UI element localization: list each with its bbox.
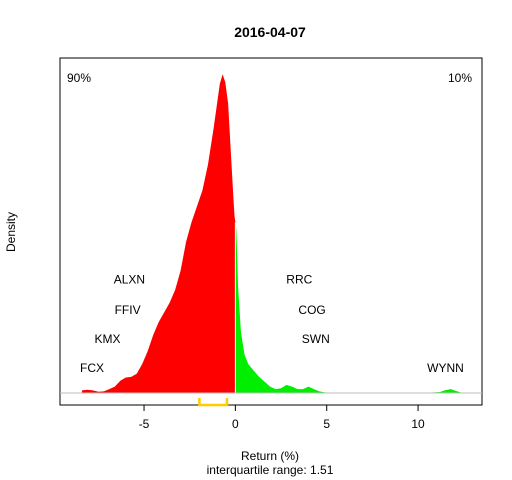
ticker-label-kmx: KMX (94, 332, 120, 346)
x-tick-label: 10 (411, 417, 425, 431)
iqr-bracket (198, 398, 229, 407)
ticker-label-cog: COG (298, 303, 325, 317)
iqr-subtitle: interquartile range: 1.51 (207, 463, 334, 477)
x-axis: -5 0 5 10 (139, 405, 425, 431)
plot-frame (59, 57, 483, 406)
left-percentage-label: 90% (67, 71, 91, 85)
ticker-label-swn: SWN (302, 332, 330, 346)
chart-title: 2016-04-07 (234, 24, 306, 40)
ticker-label-ffiv: FFIV (115, 303, 141, 317)
x-tick-label: -5 (139, 417, 150, 431)
negative-density-area (81, 74, 236, 393)
y-axis-label: Density (4, 212, 18, 252)
ticker-label-alxn: ALXN (114, 273, 145, 287)
x-axis-label: Return (%) (241, 449, 299, 463)
ticker-label-rrc: RRC (286, 273, 312, 287)
ticker-label-fcx: FCX (80, 361, 104, 375)
plot-area: 90% 10% ALXN FFIV KMX FCX RRC COG SWN WYNN (59, 57, 483, 407)
ticker-label-wynn: WYNN (427, 361, 464, 375)
ticker-annotations: ALXN FFIV KMX FCX RRC COG SWN WYNN (80, 273, 464, 376)
x-tick-label: 5 (323, 417, 330, 431)
right-percentage-label: 10% (448, 71, 472, 85)
x-tick-label: 0 (232, 417, 239, 431)
